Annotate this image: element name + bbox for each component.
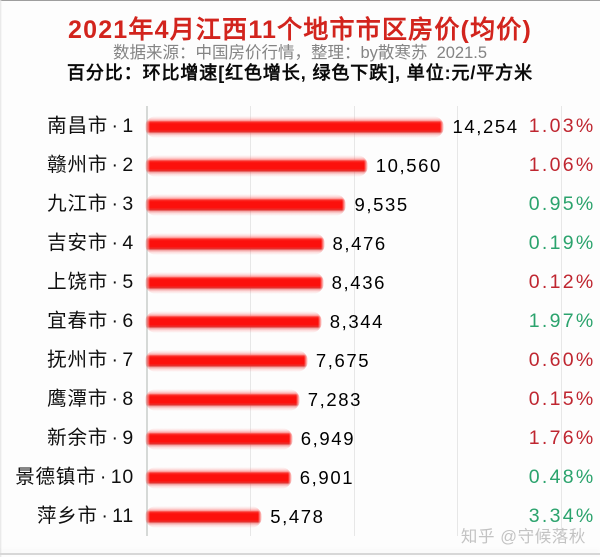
bar — [144, 350, 308, 373]
value-label: 6,949 — [300, 428, 356, 450]
page-top-border — [0, 0, 600, 1]
category-separator-dot: · — [111, 232, 119, 255]
category-label: 宜春市 · 6 — [47, 310, 134, 333]
change-label: 1.97% — [528, 310, 596, 333]
bar — [144, 428, 293, 451]
change-label: 0.19% — [528, 232, 596, 255]
category-label: 南昌市 · 1 — [47, 114, 134, 137]
bar — [144, 154, 368, 177]
category-separator-dot: · — [111, 388, 119, 411]
category-separator-dot: · — [111, 114, 119, 137]
plot-gridline — [457, 106, 459, 536]
bar — [144, 233, 325, 256]
value-label: 6,901 — [299, 467, 355, 489]
category-label: 上饶市 · 5 — [47, 271, 134, 294]
category-label: 九江市 · 3 — [47, 193, 134, 215]
change-label: 0.95% — [528, 193, 596, 215]
watermark: 知乎 @守候落秋 — [460, 528, 586, 546]
category-label: 景德镇市 · 10 — [15, 466, 134, 489]
change-label: 1.03% — [528, 114, 596, 137]
value-label: 10,560 — [375, 154, 442, 176]
category-separator-dot: · — [111, 349, 119, 372]
change-label: 1.76% — [528, 427, 596, 450]
value-label: 8,476 — [332, 233, 387, 255]
change-label: 1.06% — [528, 153, 596, 176]
category-separator-dot: · — [101, 505, 109, 528]
plot-gridline — [353, 106, 355, 536]
value-label: 7,283 — [307, 389, 363, 411]
category-label: 新余市 · 9 — [47, 427, 134, 450]
value-label: 7,675 — [315, 350, 371, 372]
category-separator-dot: · — [111, 193, 119, 215]
value-label: 8,436 — [331, 272, 386, 294]
category-separator-dot: · — [111, 427, 119, 450]
bar — [144, 115, 445, 138]
bar — [144, 272, 324, 295]
value-label: 14,254 — [452, 115, 519, 137]
change-label: 0.48% — [528, 466, 596, 489]
value-label: 9,535 — [354, 194, 409, 215]
category-label: 抚州市 · 7 — [47, 349, 134, 372]
category-label: 萍乡市 · 11 — [36, 505, 134, 528]
bar — [144, 389, 300, 412]
value-label: 5,478 — [270, 506, 325, 528]
change-label: 0.12% — [528, 271, 596, 294]
plot-gridline — [561, 106, 563, 536]
page-left-border — [0, 0, 2, 557]
change-label: 3.34% — [528, 505, 596, 528]
category-label: 吉安市 · 4 — [47, 232, 134, 255]
bar — [144, 467, 292, 490]
category-label: 鹰潭市 · 8 — [47, 388, 134, 411]
page-bottom-border — [0, 553, 600, 555]
bar — [144, 506, 263, 529]
chart-note: 百分比：环比增速[红色增长, 绿色下跌], 单位:元/平方米 — [67, 63, 533, 83]
category-separator-dot: · — [111, 153, 119, 176]
category-separator-dot: · — [99, 466, 108, 489]
change-label: 0.15% — [528, 388, 596, 411]
bar — [144, 194, 347, 216]
category-separator-dot: · — [111, 310, 119, 333]
change-label: 0.60% — [528, 349, 596, 372]
category-label: 赣州市 · 2 — [47, 153, 134, 176]
category-separator-dot: · — [111, 271, 119, 294]
chart-subtitle: 数据来源：中国房价行情，整理：by散寒苏 2021.5 — [112, 44, 488, 62]
value-label: 8,344 — [329, 311, 385, 333]
chart-title: 2021年4月江西11个地市市区房价(均价) — [68, 15, 532, 44]
bar — [144, 311, 322, 334]
